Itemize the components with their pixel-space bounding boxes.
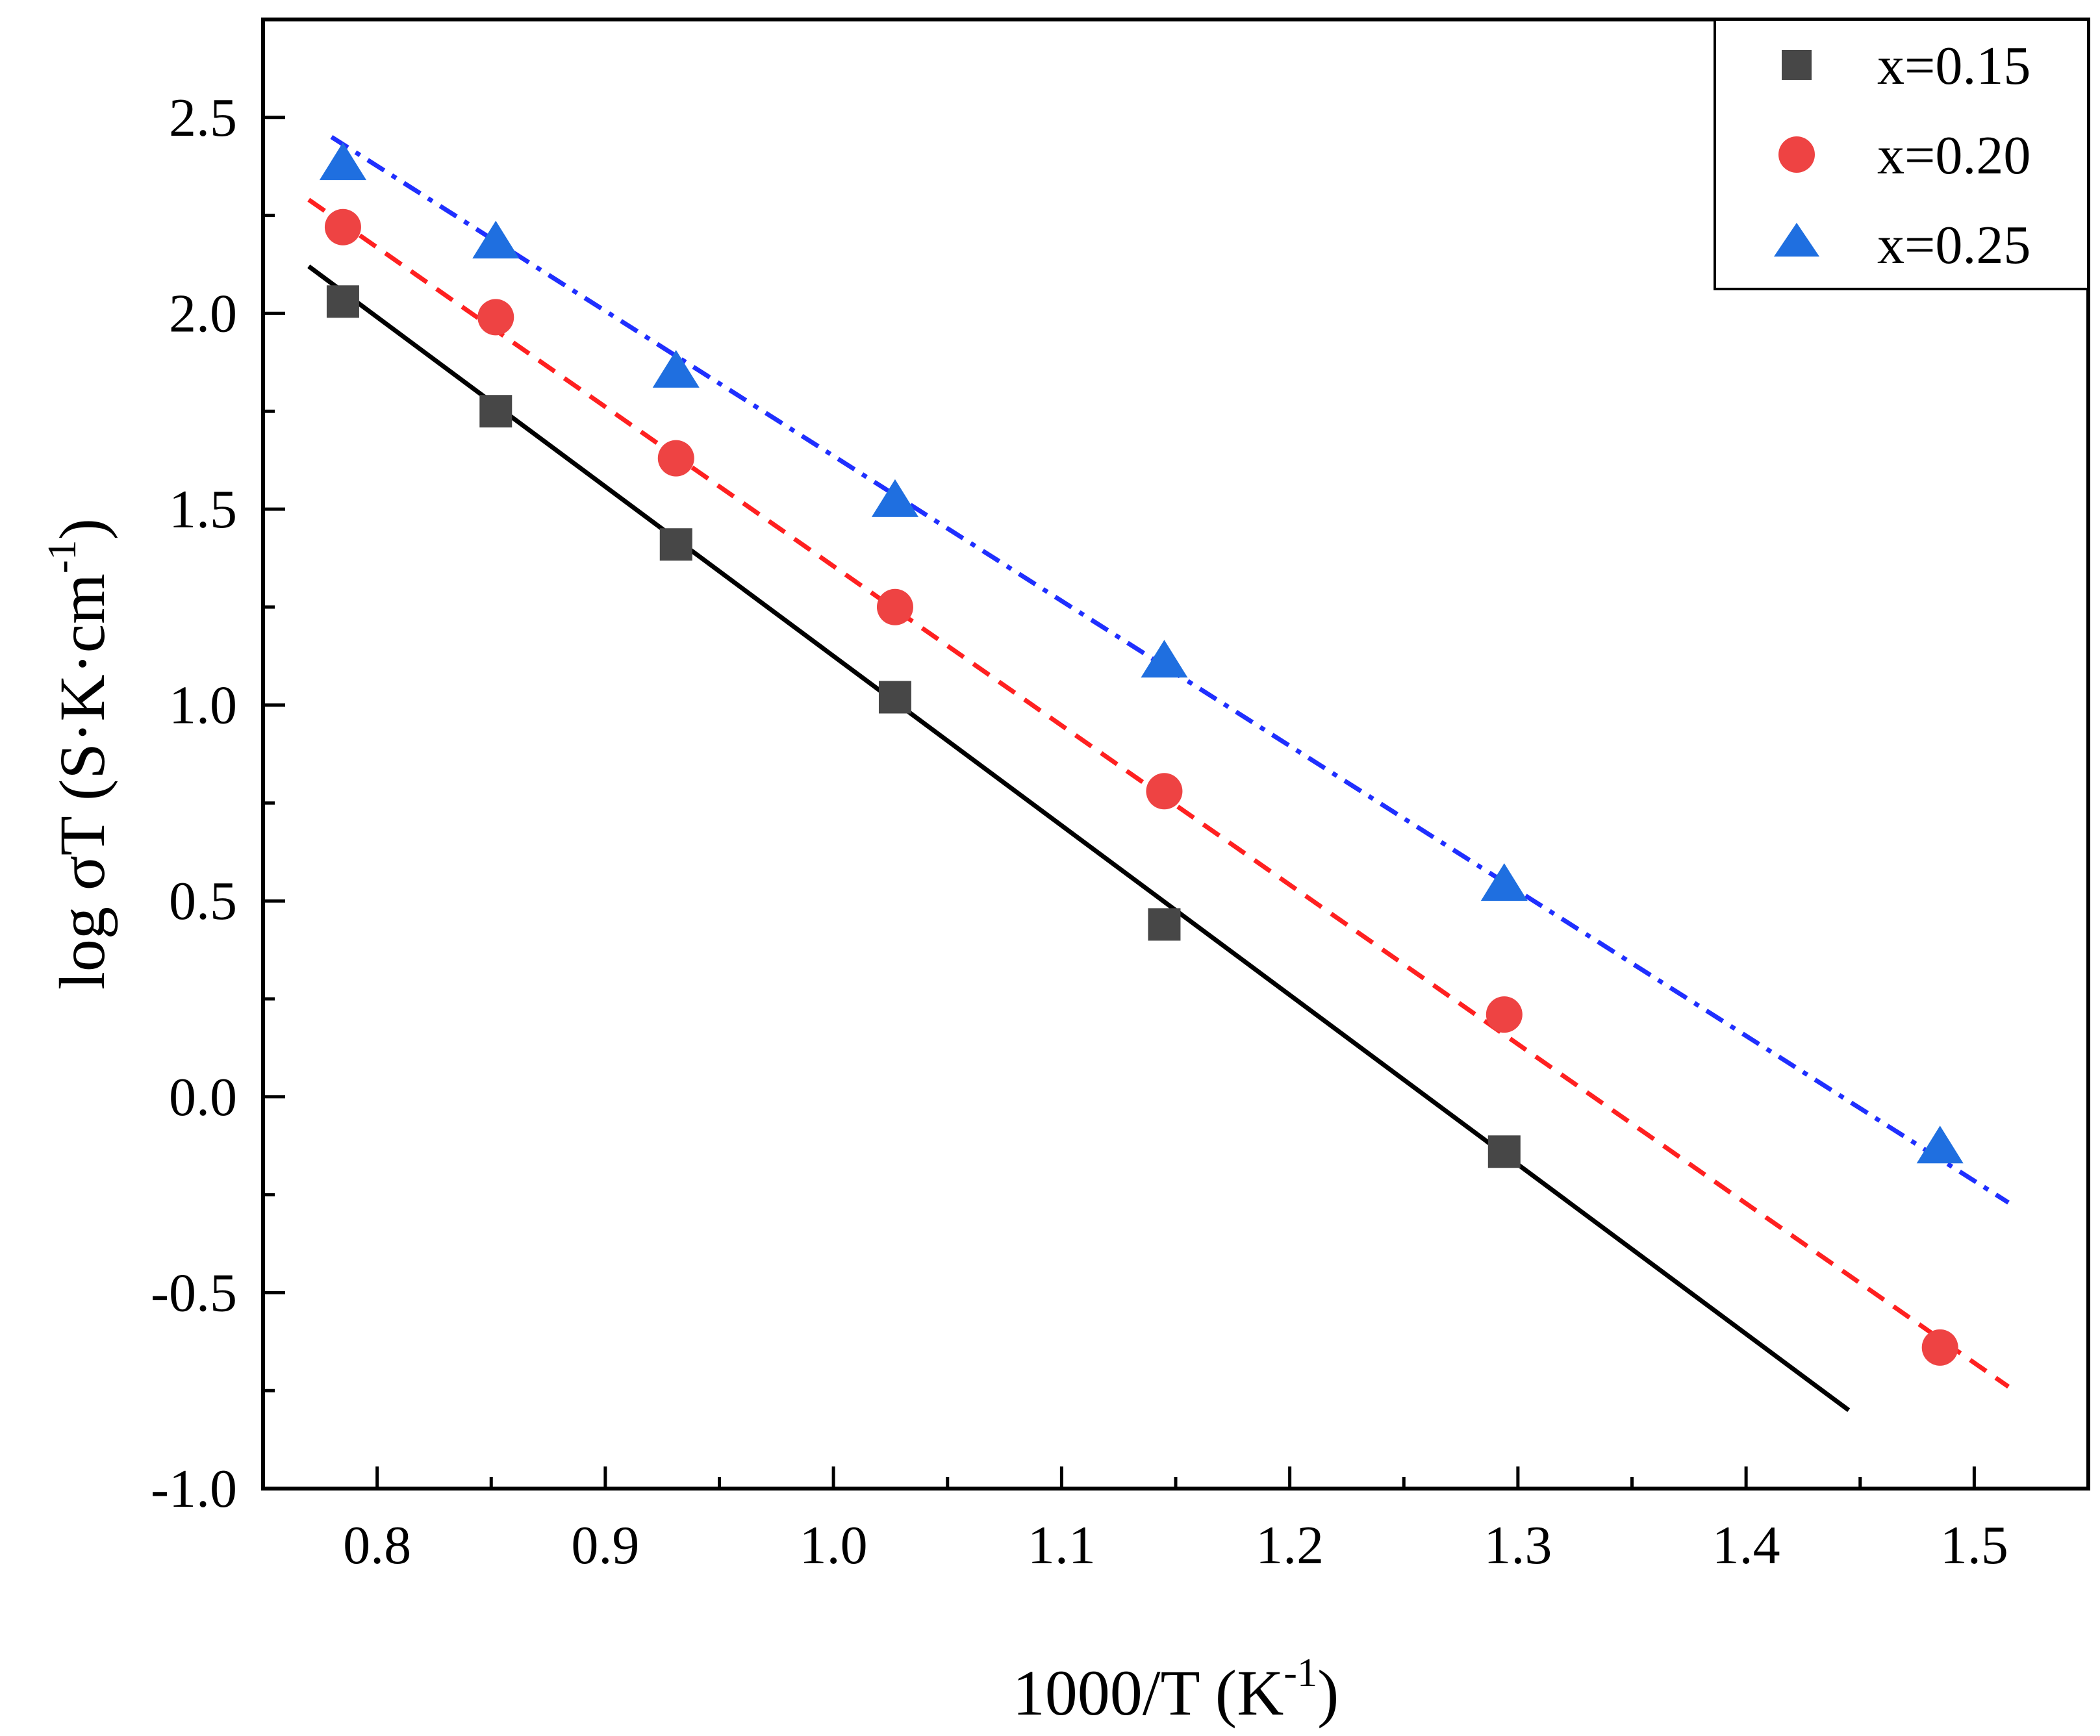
x-tick-label: 1.1 (1028, 1515, 1096, 1576)
x-tick-label: 1.0 (800, 1515, 868, 1576)
data-point-series-0 (659, 528, 692, 561)
legend-label-x015: x=0.15 (1877, 36, 2030, 96)
x-tick-label: 1.2 (1256, 1515, 1324, 1576)
y-tick-label: 0.5 (169, 871, 237, 931)
legend-label-x025: x=0.25 (1877, 215, 2030, 275)
data-point-series-2 (1916, 1126, 1964, 1164)
legend-label-x020: x=0.20 (1877, 125, 2030, 186)
x-axis-title-end: ) (1317, 1657, 1339, 1729)
legend: x=0.15 x=0.20 x=0.25 (1714, 18, 2090, 290)
data-point-series-2 (319, 142, 366, 181)
y-tick-label: -0.5 (151, 1263, 237, 1323)
y-tick-label: 1.0 (169, 675, 237, 736)
y-axis-title-end: ) (46, 518, 118, 540)
data-point-series-1 (1146, 773, 1183, 810)
data-points (319, 142, 1964, 1366)
data-point-series-2 (652, 349, 700, 388)
y-tick-label: 2.0 (169, 283, 237, 344)
y-tick-label: 2.5 (169, 88, 237, 148)
x-tick-label: 0.9 (571, 1515, 639, 1576)
y-tick-label: 0.0 (169, 1067, 237, 1127)
y-axis-title-main: log σT (S·K·cm (46, 573, 118, 990)
data-point-series-2 (1480, 863, 1528, 901)
y-tick-label: 1.5 (169, 479, 237, 540)
x-tick-label: 0.8 (343, 1515, 411, 1576)
x-axis-title-main: 1000/T (K (1013, 1657, 1284, 1729)
y-axis-title: log σT (S·K·cm-1) (40, 518, 118, 990)
fit-line-series-0 (307, 264, 1851, 1413)
data-point-series-0 (1148, 908, 1181, 941)
data-point-series-0 (479, 395, 512, 428)
data-point-series-1 (1921, 1329, 1958, 1366)
legend-box (1714, 18, 2090, 290)
data-point-series-1 (477, 299, 514, 336)
data-point-series-2 (472, 220, 520, 258)
legend-marker-x015 (1782, 50, 1812, 80)
data-point-series-1 (876, 588, 913, 625)
x-tick-label: 1.3 (1484, 1515, 1552, 1576)
x-axis-title-sup: -1 (1284, 1651, 1317, 1695)
legend-marker-x025 (1774, 223, 1819, 257)
data-point-series-1 (657, 440, 694, 477)
data-point-series-0 (878, 681, 911, 714)
data-point-series-2 (1141, 640, 1188, 678)
fit-lines (307, 135, 2010, 1413)
data-point-series-0 (1487, 1135, 1521, 1168)
x-tick-label: 1.5 (1940, 1515, 2008, 1576)
data-point-series-2 (871, 479, 918, 517)
x-tick-label: 1.4 (1712, 1515, 1780, 1576)
axis-ticks: 0.8 0.9 1.0 1.1 1.2 1.3 1.4 1.5 -1.0 -0.5 0.0 0.5 1.… (151, 88, 2008, 1576)
y-tick-label: -1.0 (151, 1459, 237, 1519)
y-axis-title-sup: -1 (40, 540, 84, 573)
data-point-series-1 (1486, 996, 1523, 1033)
data-point-series-1 (324, 208, 361, 245)
data-point-series-0 (326, 285, 359, 318)
x-axis-title: 1000/T (K-1) (1013, 1651, 1339, 1729)
legend-marker-x020 (1778, 136, 1815, 173)
